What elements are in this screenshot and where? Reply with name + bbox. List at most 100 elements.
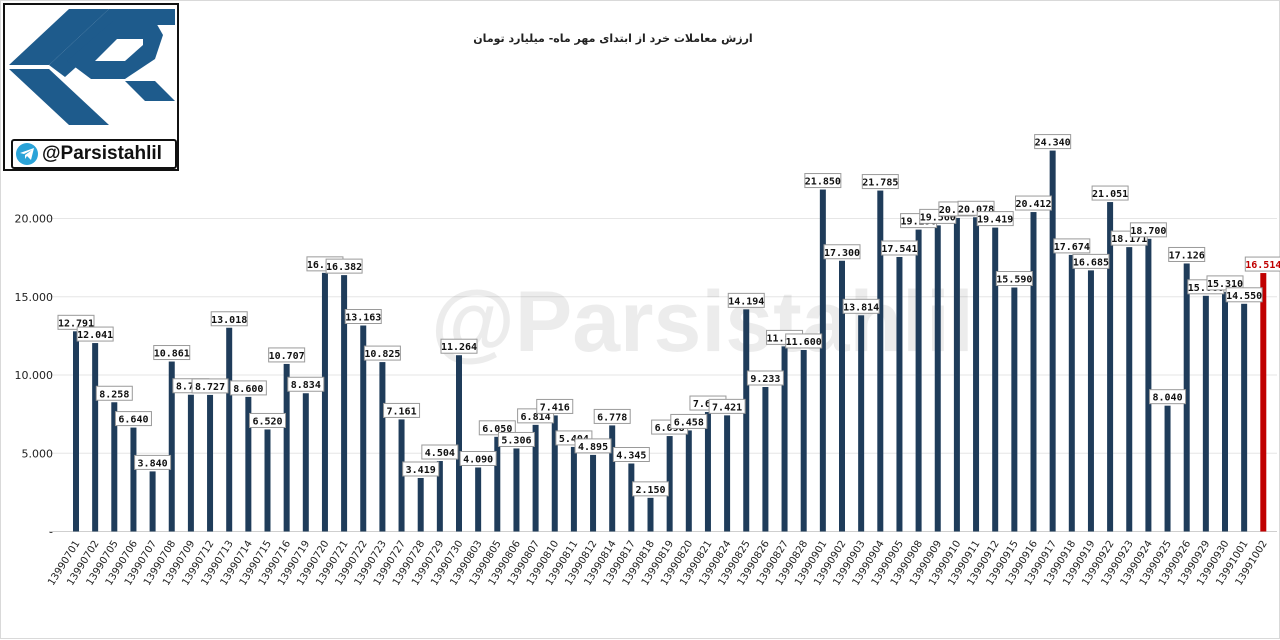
data-label-box	[823, 244, 861, 260]
data-label: 17.541	[881, 244, 917, 255]
data-label: 20.078	[958, 204, 994, 215]
bar	[762, 387, 769, 532]
data-label: 6.640	[118, 415, 148, 426]
bar	[456, 355, 462, 532]
bar	[475, 467, 482, 532]
data-label: 11.264	[441, 342, 477, 353]
data-label: 7.161	[386, 406, 416, 417]
handle-text: @Parsistahlil	[42, 143, 162, 164]
data-label: 8.739	[176, 382, 206, 393]
data-label: 6.098	[655, 423, 685, 434]
data-label: 21.051	[1092, 189, 1128, 200]
data-label-box	[478, 420, 516, 436]
data-label-box	[727, 292, 765, 308]
data-label-box	[842, 298, 880, 314]
bar	[973, 217, 980, 532]
data-label: 3.840	[138, 458, 168, 469]
data-label: 14.194	[728, 296, 764, 307]
bar	[73, 331, 79, 532]
data-label-box	[1244, 256, 1280, 272]
data-label: 6.814	[521, 412, 551, 423]
data-label-box	[229, 380, 267, 396]
data-label: 6.458	[674, 417, 704, 428]
data-label-box	[612, 447, 650, 463]
bar	[819, 189, 826, 532]
bar	[915, 229, 922, 532]
data-label: 11.828	[766, 333, 802, 344]
data-label: 15.590	[996, 275, 1032, 286]
data-label: 7.421	[712, 402, 742, 413]
data-label-box	[287, 376, 325, 392]
data-label-box	[1206, 275, 1244, 291]
data-label-box	[268, 347, 306, 363]
bar	[992, 227, 999, 532]
data-label-box	[632, 481, 669, 497]
bar	[283, 363, 290, 532]
chart-title: ارزش معاملات خرد از ابتدای مهر ماه- میلی…	[473, 32, 752, 45]
data-label-box	[383, 402, 421, 418]
data-label-box	[440, 338, 478, 354]
bar	[839, 260, 845, 532]
data-label-box	[1225, 287, 1263, 303]
data-label: 8.258	[99, 389, 129, 400]
data-label-box	[708, 398, 746, 414]
data-label: 9.233	[750, 374, 780, 385]
bar	[1241, 303, 1248, 532]
data-label-box	[402, 461, 440, 477]
telegram-handle: @Parsistahlil	[11, 139, 177, 169]
y-axis: - 5.000 10.000 15.000 20.000	[15, 213, 54, 539]
bar	[130, 427, 137, 532]
bar	[417, 477, 424, 532]
data-label-box	[804, 173, 842, 189]
bar	[1087, 270, 1094, 532]
data-label: 19.419	[977, 215, 1013, 226]
y-tick-label: 5.000	[22, 447, 54, 460]
data-label-box	[1015, 195, 1052, 211]
watermark: @Parsistahlil	[431, 274, 974, 370]
bar	[111, 402, 118, 532]
data-label-box	[421, 444, 459, 460]
bar	[1049, 150, 1056, 532]
data-label-box	[1034, 134, 1072, 150]
bar	[1068, 254, 1075, 532]
bar	[1260, 273, 1267, 532]
data-label-box	[1168, 246, 1206, 262]
bar	[781, 346, 788, 532]
data-label-box	[861, 174, 899, 190]
data-label: 11.600	[786, 337, 822, 348]
data-label-box	[57, 314, 95, 330]
data-label: 5.306	[501, 435, 531, 446]
bar	[168, 361, 175, 532]
data-label: 19.290	[901, 217, 937, 228]
data-label: 5.404	[559, 434, 589, 445]
data-label-box	[95, 385, 133, 401]
data-label-box	[574, 438, 612, 454]
bar	[953, 217, 960, 532]
parsistahlil-logo-icon	[9, 9, 175, 125]
bar	[264, 429, 271, 532]
data-label: 13.163	[345, 312, 381, 323]
data-label: 4.090	[463, 454, 493, 465]
data-label: 21.850	[805, 177, 841, 188]
data-label: 20.412	[1015, 199, 1051, 210]
bar	[858, 315, 865, 532]
data-label-box	[459, 450, 497, 466]
bar	[704, 412, 711, 532]
bar	[743, 309, 750, 532]
data-label-box	[1129, 222, 1167, 238]
data-label-box	[153, 345, 191, 361]
data-label-box	[976, 211, 1014, 227]
data-label: 4.504	[425, 448, 455, 459]
bar	[379, 362, 386, 532]
brand-logo: @Parsistahlil	[3, 3, 179, 171]
data-labels: 12.79112.0418.2586.6403.84010.8618.7398.…	[57, 134, 1280, 497]
data-label: 7.633	[693, 399, 723, 410]
data-label: 10.861	[154, 349, 190, 360]
data-label: 21.785	[862, 178, 898, 189]
data-label: 2.150	[635, 485, 665, 496]
data-label-box	[114, 411, 152, 427]
data-label: 19.560	[920, 212, 956, 223]
bar	[724, 415, 731, 532]
y-tick-label: 10.000	[15, 369, 54, 382]
data-label: 14.550	[1226, 291, 1262, 302]
